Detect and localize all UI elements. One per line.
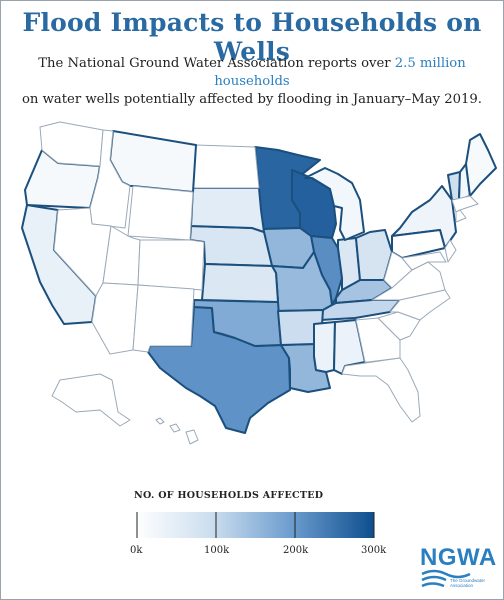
legend-tick-label-300k: 300k	[361, 545, 387, 556]
legend-tick-label-200k: 200k	[283, 545, 309, 556]
subtitle-line1: The National Ground Water Association re…	[38, 56, 395, 71]
state-new-jersey	[444, 239, 457, 263]
legend-tick-label-100k: 100k	[204, 545, 230, 556]
state-north-dakota	[192, 144, 260, 189]
logo-wave-icon	[421, 569, 471, 588]
subtitle-line2: on water wells potentially affected by f…	[21, 92, 482, 107]
legend-tick-label-0: 0k	[130, 545, 143, 556]
state-north-carolina	[389, 289, 451, 321]
state-idaho	[89, 129, 131, 229]
logo-tagline: The Groundwater Association	[450, 578, 486, 588]
state-pennsylvania	[391, 229, 446, 259]
state-south-dakota	[190, 187, 265, 233]
state-colorado	[137, 239, 205, 291]
state-mississippi	[313, 321, 336, 373]
state-kansas	[201, 263, 279, 303]
state-new-mexico	[132, 284, 195, 353]
legend-gradient-bar	[136, 512, 374, 538]
state-hawaii	[155, 417, 199, 445]
state-south-carolina	[377, 311, 421, 341]
legend-title: NO. OF HOUSEHOLDS AFFECTED	[134, 490, 324, 501]
state-connecticut	[455, 209, 467, 223]
state-alaska	[51, 373, 131, 427]
state-arizona	[91, 282, 139, 355]
state-florida	[341, 357, 421, 423]
page-title: Flood Impacts to Households on Wells	[22, 8, 482, 66]
logo-wordmark: NGWA	[420, 544, 497, 571]
state-michigan	[304, 167, 365, 241]
state-massachusetts	[451, 195, 479, 213]
state-maryland	[401, 251, 447, 271]
subtitle: The National Ground Water Association re…	[0, 55, 504, 109]
legend	[136, 512, 375, 538]
subtitle-highlight: 2.5 million households	[214, 56, 466, 89]
state-maine	[465, 133, 497, 197]
state-wyoming	[127, 185, 194, 241]
ngwa-logo: NGWA The Groundwater Association	[420, 544, 496, 594]
